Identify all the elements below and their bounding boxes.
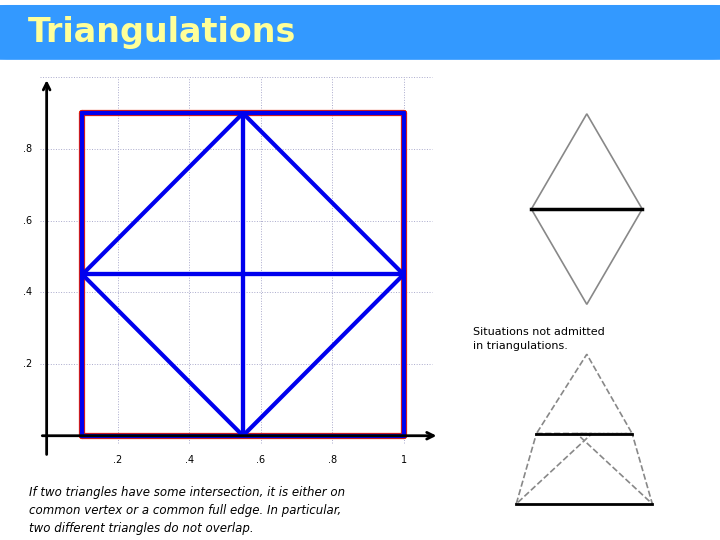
Text: .2: .2 <box>114 455 122 465</box>
Text: 1: 1 <box>400 455 407 465</box>
Text: .8: .8 <box>23 144 32 154</box>
Text: If two triangles have some intersection, it is either on
common vertex or a comm: If two triangles have some intersection,… <box>29 485 345 535</box>
FancyBboxPatch shape <box>0 6 720 59</box>
Text: .6: .6 <box>256 455 266 465</box>
Text: .4: .4 <box>185 455 194 465</box>
Text: .2: .2 <box>23 359 32 369</box>
Text: .4: .4 <box>23 287 32 298</box>
Text: Situations not admitted
in triangulations.: Situations not admitted in triangulation… <box>474 327 605 351</box>
Text: Triangulations: Triangulations <box>28 16 297 49</box>
Text: .6: .6 <box>23 215 32 226</box>
Text: .8: .8 <box>328 455 337 465</box>
